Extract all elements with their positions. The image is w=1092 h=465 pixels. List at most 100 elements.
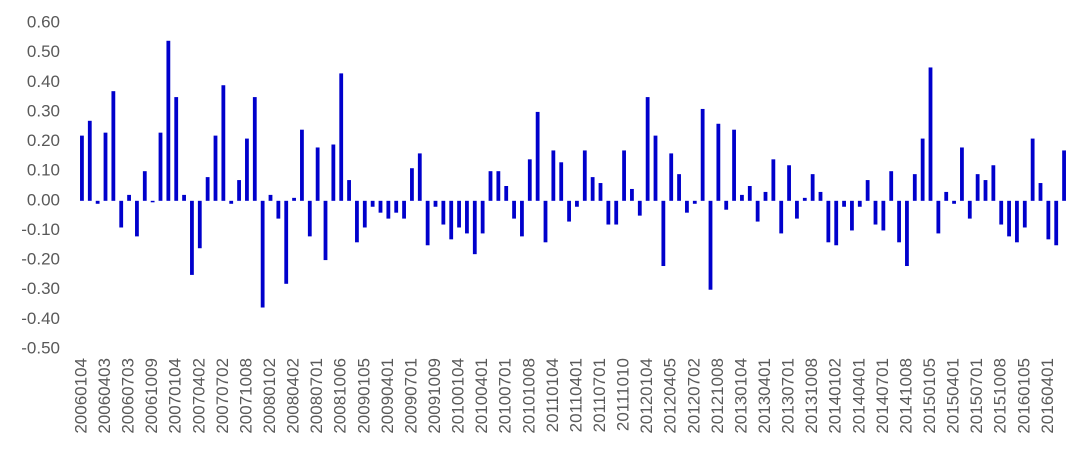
bar <box>135 200 139 237</box>
y-tick-label: 0.30 <box>27 101 60 120</box>
bar <box>936 200 941 234</box>
bar <box>700 108 705 201</box>
bar <box>465 200 469 234</box>
bar <box>944 191 949 201</box>
y-tick-label: 0.60 <box>27 12 60 31</box>
bar <box>237 180 241 201</box>
x-tick-label: 20121008 <box>708 358 727 434</box>
bar <box>520 200 524 237</box>
x-tick-label: 20160401 <box>1038 358 1057 434</box>
bar <box>999 200 1004 225</box>
bar <box>763 191 768 201</box>
bar <box>221 85 226 201</box>
bar <box>575 200 579 207</box>
x-tick-label: 20140701 <box>873 358 892 434</box>
bar <box>779 200 784 234</box>
bar <box>755 200 760 222</box>
bar <box>268 194 273 201</box>
bar <box>103 132 108 201</box>
bar <box>622 150 626 201</box>
x-tick-label: 20100401 <box>472 358 491 434</box>
bar <box>716 123 721 201</box>
bar <box>582 150 587 201</box>
bar <box>394 200 399 213</box>
bar <box>488 171 493 201</box>
y-tick-label: 0.40 <box>27 72 60 91</box>
bar <box>653 135 658 201</box>
bar <box>245 138 249 201</box>
x-tick-label: 20071008 <box>236 358 255 434</box>
bar <box>300 129 304 201</box>
bar <box>967 200 972 219</box>
x-tick-label: 20160105 <box>1014 358 1033 434</box>
x-tick-label: 20111010 <box>614 358 633 431</box>
bar <box>865 180 870 201</box>
bar <box>912 174 917 201</box>
bar <box>504 186 509 201</box>
bar <box>111 91 116 201</box>
bar <box>292 197 296 201</box>
bar <box>347 180 351 201</box>
x-tick-label: 20150401 <box>944 358 963 434</box>
bar <box>87 120 92 201</box>
x-tick-label: 20120405 <box>661 358 680 434</box>
bar <box>480 200 485 234</box>
bar <box>80 135 84 201</box>
bar <box>873 200 878 225</box>
bar <box>991 165 996 201</box>
bar <box>787 165 791 201</box>
x-tick-label: 20100701 <box>496 358 515 434</box>
bar <box>205 177 210 201</box>
x-tick-label: 20080402 <box>284 358 303 434</box>
bar <box>1054 200 1059 246</box>
x-tick-label: 20101008 <box>519 358 538 434</box>
bar <box>339 73 344 201</box>
bar <box>182 194 186 201</box>
bar <box>229 200 234 204</box>
bar <box>850 200 854 231</box>
bar <box>708 200 713 290</box>
bar <box>637 200 642 216</box>
y-tick-label: 0.00 <box>27 190 60 209</box>
bar <box>307 200 312 237</box>
bar <box>559 162 564 201</box>
y-tick-label: -0.40 <box>21 309 60 328</box>
bar <box>747 186 752 201</box>
bar <box>512 200 516 219</box>
bar <box>190 200 194 275</box>
bar <box>826 200 831 243</box>
x-tick-label: 20120702 <box>684 358 703 434</box>
bar <box>1030 138 1035 201</box>
bar <box>370 200 375 207</box>
x-tick-label: 20130401 <box>755 358 774 434</box>
y-tick-label: -0.10 <box>21 220 60 239</box>
x-tick-label: 20141008 <box>896 358 915 434</box>
bar <box>402 200 406 219</box>
bar <box>355 200 359 243</box>
bar <box>983 180 988 201</box>
bar <box>1038 183 1043 201</box>
x-tick-label: 20110401 <box>566 358 585 432</box>
x-tick-label: 20140401 <box>849 358 868 434</box>
bar <box>732 129 736 201</box>
bar <box>724 200 729 210</box>
bar <box>323 200 328 261</box>
bar <box>197 200 202 249</box>
bar <box>441 200 446 225</box>
bar <box>614 200 619 225</box>
bar <box>527 159 532 201</box>
bar <box>425 200 430 246</box>
bar <box>598 183 603 201</box>
bar <box>1046 200 1051 240</box>
bar <box>889 171 894 201</box>
bar <box>669 153 674 201</box>
bar <box>795 200 799 219</box>
bar <box>1015 200 1019 243</box>
x-tick-label: 20090401 <box>378 358 397 434</box>
x-tick-label: 20070702 <box>213 358 232 434</box>
x-tick-label: 20131008 <box>802 358 821 434</box>
bar <box>834 200 839 246</box>
bar <box>433 200 438 207</box>
bar <box>928 67 933 201</box>
